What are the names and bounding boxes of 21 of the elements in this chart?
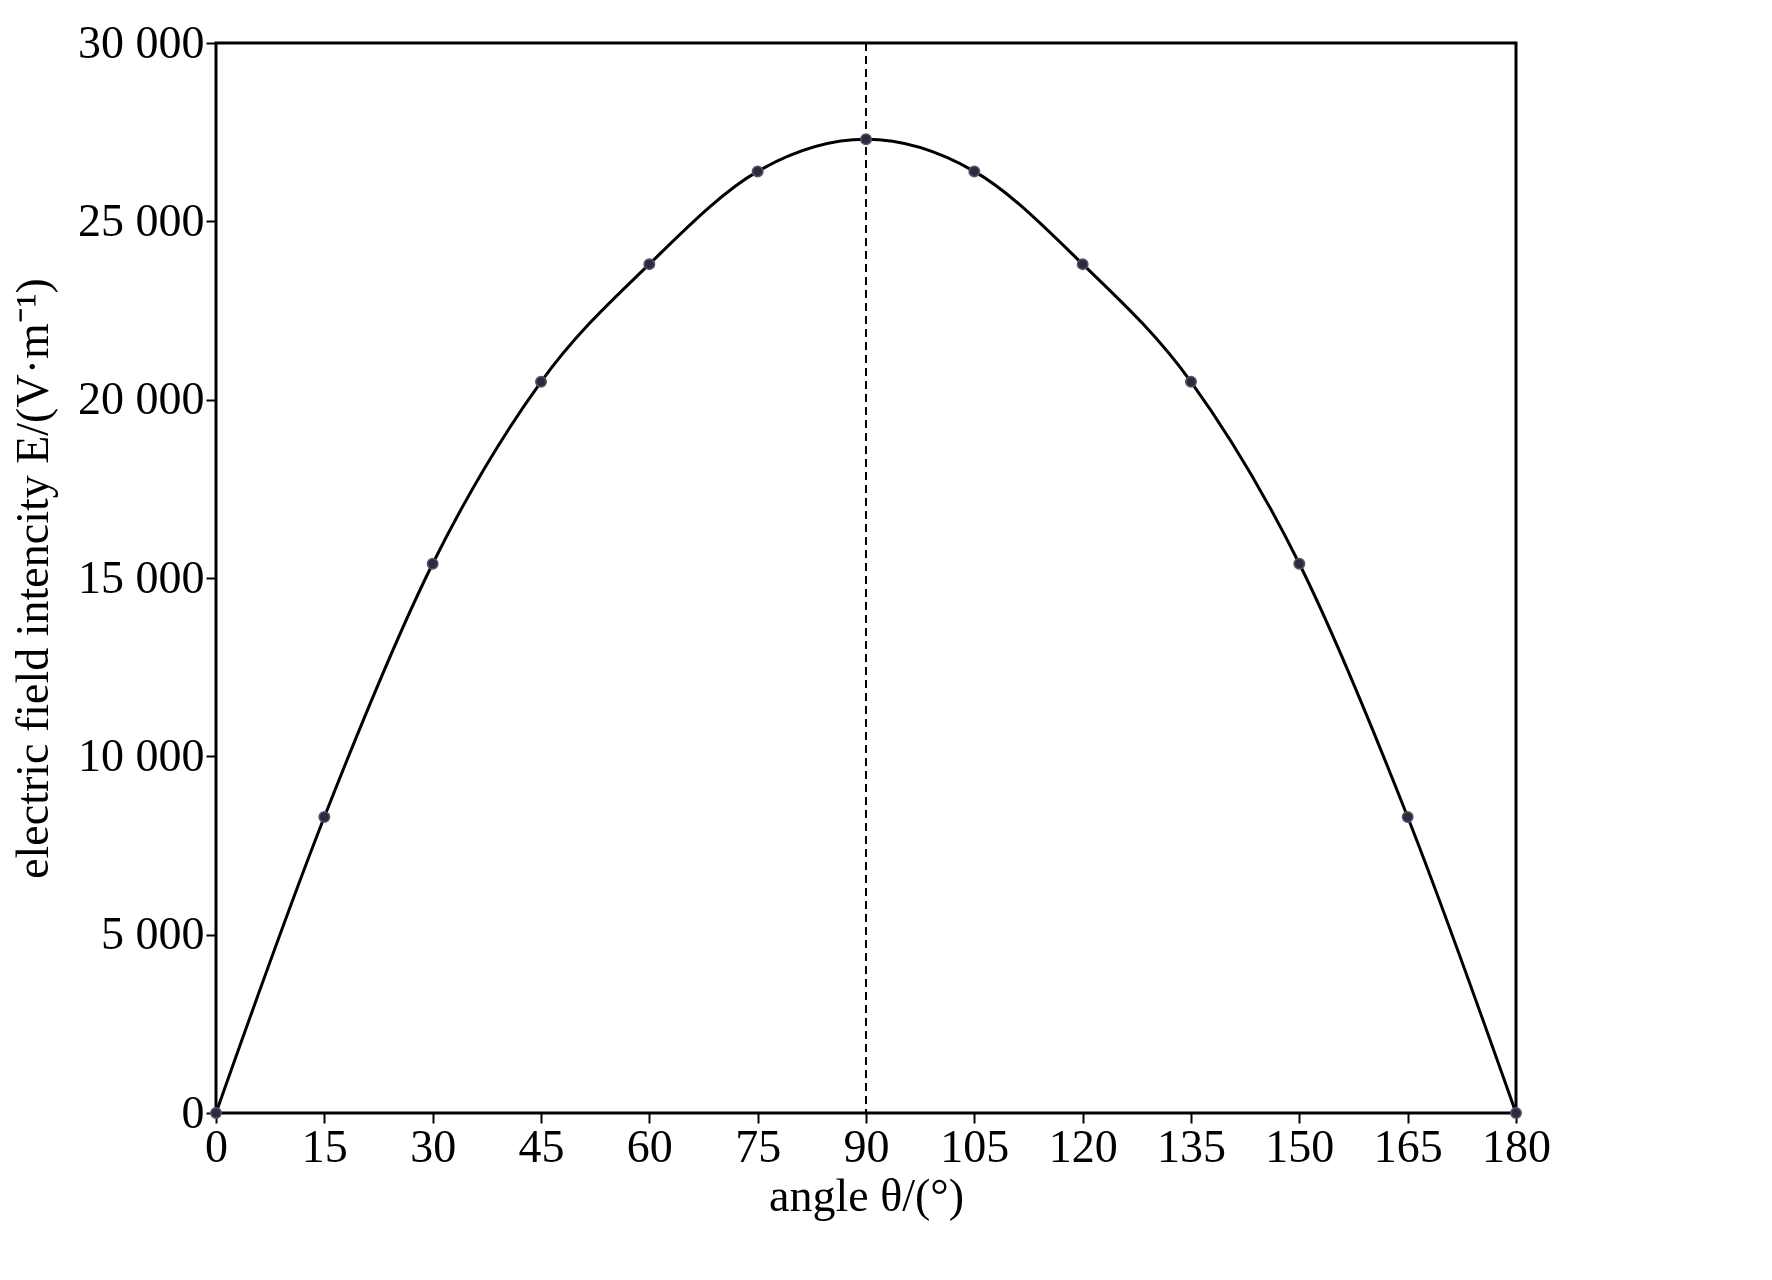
x-tick-label: 90 (843, 1120, 890, 1172)
y-axis-title: electric field intencity E/(V·m⁻¹) (7, 278, 58, 879)
x-tick-label: 105 (940, 1120, 1010, 1172)
x-tick-label: 75 (735, 1120, 782, 1172)
y-tick-label: 20 000 (78, 373, 205, 425)
x-tick-label: 165 (1373, 1120, 1443, 1172)
x-tick-label: 60 (626, 1120, 673, 1172)
x-tick-label: 30 (410, 1120, 457, 1172)
y-tick-label: 10 000 (78, 729, 205, 781)
y-tick-label: 30 000 (78, 16, 205, 68)
x-tick-label: 180 (1482, 1120, 1551, 1172)
x-axis-title: angle θ/(°) (769, 1169, 964, 1221)
x-tick-label: 120 (1048, 1120, 1118, 1172)
y-tick-label: 5 000 (101, 908, 205, 960)
x-tick-label: 45 (518, 1120, 565, 1172)
x-tick-label: 135 (1157, 1120, 1226, 1172)
y-tick-label: 25 000 (78, 194, 205, 246)
x-tick-label: 15 (301, 1120, 348, 1172)
y-tick-label: 0 (181, 1086, 205, 1138)
x-tick-label: 150 (1265, 1120, 1335, 1172)
y-tick-label: 15 000 (78, 551, 205, 603)
